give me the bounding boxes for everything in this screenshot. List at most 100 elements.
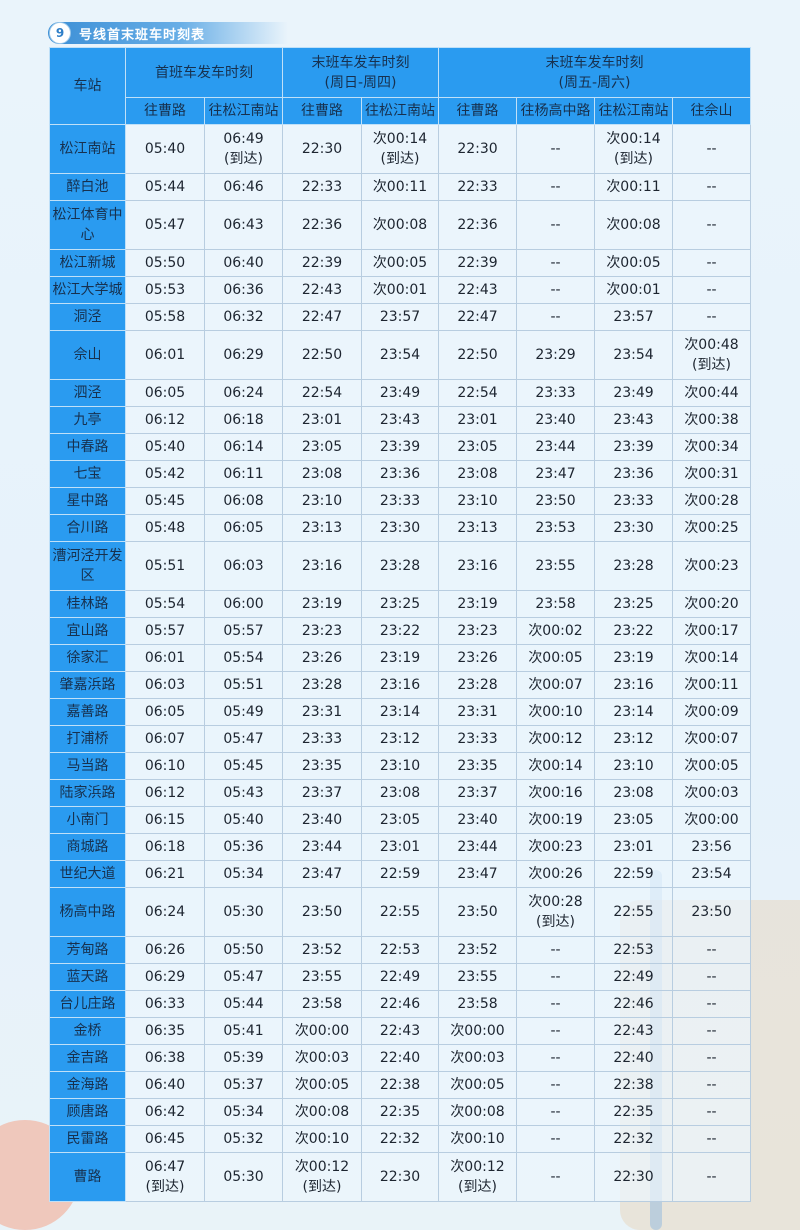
table-row: 桂林路 05:54 06:00 23:19 23:25 23:19 23:58 23:25 次0… — [49, 590, 751, 618]
time-cell: 次00:11 — [361, 173, 439, 201]
station-name: 顾唐路 — [49, 1098, 126, 1126]
table-row: 徐家汇 06:01 05:54 23:26 23:19 23:26 次00:05 23:19 次… — [49, 644, 751, 672]
time-cell: 05:45 — [125, 487, 205, 515]
time-cell: 05:50 — [204, 936, 283, 964]
station-name: 洞泾 — [49, 303, 126, 331]
time-cell: 05:40 — [125, 124, 205, 174]
time-cell: 次00:31 — [672, 460, 751, 488]
station-name: 陆家浜路 — [49, 779, 126, 807]
station-name: 肇嘉浜路 — [49, 671, 126, 699]
time-cell: -- — [672, 990, 751, 1018]
table-row: 打浦桥 06:07 05:47 23:33 23:12 23:33 次00:12 23:12 次… — [49, 725, 751, 753]
time-cell: 22:47 — [438, 303, 517, 331]
time-cell: 23:19 — [282, 590, 362, 618]
station-name: 泗泾 — [49, 379, 126, 407]
direction-header: 往松江南站 — [594, 97, 673, 125]
time-cell: 23:55 — [438, 963, 517, 991]
time-cell: 05:57 — [125, 617, 205, 645]
time-cell: 23:01 — [594, 833, 673, 861]
time-cell: 22:50 — [282, 330, 362, 380]
table-row: 民雷路 06:45 05:32 次00:10 22:32 次00:10 -- 22:32 -- — [49, 1125, 751, 1153]
time-cell: 23:30 — [594, 514, 673, 542]
station-name: 打浦桥 — [49, 725, 126, 753]
time-cell: 05:47 — [204, 725, 283, 753]
time-cell: 23:14 — [594, 698, 673, 726]
time-cell: 06:33 — [125, 990, 205, 1018]
time-cell: 次00:00 — [282, 1017, 362, 1045]
time-cell: 05:51 — [204, 671, 283, 699]
station-name: 芳甸路 — [49, 936, 126, 964]
time-cell: 05:44 — [125, 173, 205, 201]
time-cell: 23:44 — [282, 833, 362, 861]
time-cell: 次00:03 — [282, 1044, 362, 1072]
time-cell: 22:54 — [438, 379, 517, 407]
time-cell: 23:57 — [361, 303, 439, 331]
table-row: 松江南站 05:40 06:49 (到达) 22:30 次00:14 (到达) 22:30… — [49, 124, 751, 174]
time-cell: 22:53 — [594, 936, 673, 964]
time-cell: 06:47 (到达) — [125, 1152, 205, 1202]
time-cell: 次00:28 (到达) — [516, 887, 595, 937]
table-row: 中春路 05:40 06:14 23:05 23:39 23:05 23:44 23:39 次0… — [49, 433, 751, 461]
time-cell: 23:12 — [361, 725, 439, 753]
time-cell: 05:45 — [204, 752, 283, 780]
time-cell: 23:50 — [438, 887, 517, 937]
table-row: 洞泾 05:58 06:32 22:47 23:57 22:47 -- 23:57 -- — [49, 303, 751, 331]
time-cell: 06:15 — [125, 806, 205, 834]
time-cell: 23:01 — [438, 406, 517, 434]
time-cell: 23:23 — [438, 617, 517, 645]
time-cell: 23:08 — [361, 779, 439, 807]
time-cell: 06:24 — [125, 887, 205, 937]
station-name: 徐家汇 — [49, 644, 126, 672]
table-row: 杨高中路 06:24 05:30 23:50 22:55 23:50 次00:28 (到达)… — [49, 887, 751, 937]
time-cell: 22:43 — [361, 1017, 439, 1045]
time-cell: 23:40 — [516, 406, 595, 434]
time-cell: 23:33 — [282, 725, 362, 753]
time-cell: 06:29 — [125, 963, 205, 991]
time-cell: 23:33 — [361, 487, 439, 515]
time-cell: -- — [672, 963, 751, 991]
time-cell: 23:22 — [594, 617, 673, 645]
time-cell: 22:32 — [594, 1125, 673, 1153]
time-cell: 05:30 — [204, 1152, 283, 1202]
time-cell: 次00:11 — [594, 173, 673, 201]
time-cell: 05:36 — [204, 833, 283, 861]
time-cell: 22:38 — [594, 1071, 673, 1099]
time-cell: 23:01 — [361, 833, 439, 861]
time-cell: 23:37 — [438, 779, 517, 807]
time-cell: 06:07 — [125, 725, 205, 753]
time-cell: 05:41 — [204, 1017, 283, 1045]
table-row: 世纪大道 06:21 05:34 23:47 22:59 23:47 次00:26 22:59… — [49, 860, 751, 888]
direction-header: 往松江南站 — [204, 97, 283, 125]
time-cell: 06:01 — [125, 644, 205, 672]
time-cell: -- — [672, 1098, 751, 1126]
time-cell: 23:05 — [361, 806, 439, 834]
direction-header: 往松江南站 — [361, 97, 439, 125]
time-cell: 06:38 — [125, 1044, 205, 1072]
time-cell: -- — [516, 963, 595, 991]
station-name: 小南门 — [49, 806, 126, 834]
table-row: 嘉善路 06:05 05:49 23:31 23:14 23:31 次00:10 23:14 次… — [49, 698, 751, 726]
time-cell: -- — [672, 124, 751, 174]
station-name: 嘉善路 — [49, 698, 126, 726]
time-cell: 06:18 — [204, 406, 283, 434]
time-cell: 次00:17 — [672, 617, 751, 645]
last-train-sun-thu-header: 末班车发车时刻 (周日-周四) — [282, 47, 439, 98]
time-cell: 22:40 — [594, 1044, 673, 1072]
table-row: 曹路 06:47 (到达) 05:30 次00:12 (到达) 22:30 次00:12 … — [49, 1152, 751, 1202]
time-cell: 23:40 — [438, 806, 517, 834]
first-train-header: 首班车发车时刻 — [125, 47, 283, 98]
station-name: 世纪大道 — [49, 860, 126, 888]
time-cell: 23:29 — [516, 330, 595, 380]
time-cell: 06:05 — [125, 379, 205, 407]
time-cell: 23:49 — [594, 379, 673, 407]
time-cell: -- — [516, 1152, 595, 1202]
time-cell: 次00:25 — [672, 514, 751, 542]
line-number-badge: 9 — [49, 22, 71, 44]
time-cell: 次00:44 — [672, 379, 751, 407]
time-cell: 06:03 — [125, 671, 205, 699]
station-name: 松江南站 — [49, 124, 126, 174]
time-cell: 23:33 — [516, 379, 595, 407]
time-cell: 次00:07 — [516, 671, 595, 699]
station-name: 七宝 — [49, 460, 126, 488]
station-name: 民雷路 — [49, 1125, 126, 1153]
